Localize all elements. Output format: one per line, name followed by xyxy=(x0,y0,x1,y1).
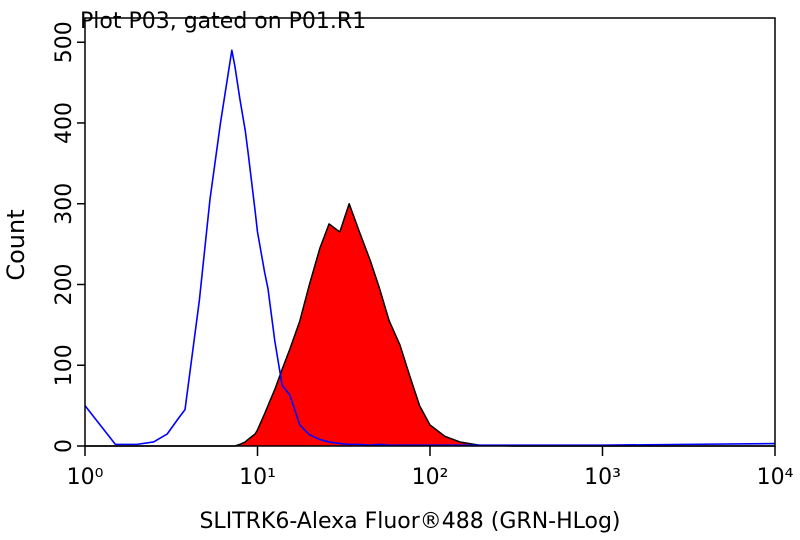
y-tick-label: 400 xyxy=(52,102,77,144)
x-tick-label: 10¹ xyxy=(239,465,276,490)
chart-title: Plot P03, gated on P01.R1 xyxy=(80,9,366,34)
y-tick-label: 0 xyxy=(52,439,77,453)
x-tick-label: 10² xyxy=(412,465,449,490)
x-tick-label: 10³ xyxy=(584,465,621,490)
y-axis-label: Count xyxy=(2,209,30,280)
histogram-area xyxy=(85,202,775,447)
histogram-line xyxy=(84,49,776,446)
y-tick-label: 300 xyxy=(52,183,77,225)
y-tick-label: 500 xyxy=(52,21,77,63)
x-axis-label: SLITRK6-Alexa Fluor®488 (GRN-HLog) xyxy=(199,509,620,534)
x-tick-label: 10⁰ xyxy=(67,465,104,490)
x-tick-label: 10⁴ xyxy=(757,465,794,490)
y-tick-label: 200 xyxy=(52,263,77,305)
y-tick-label: 100 xyxy=(52,344,77,386)
